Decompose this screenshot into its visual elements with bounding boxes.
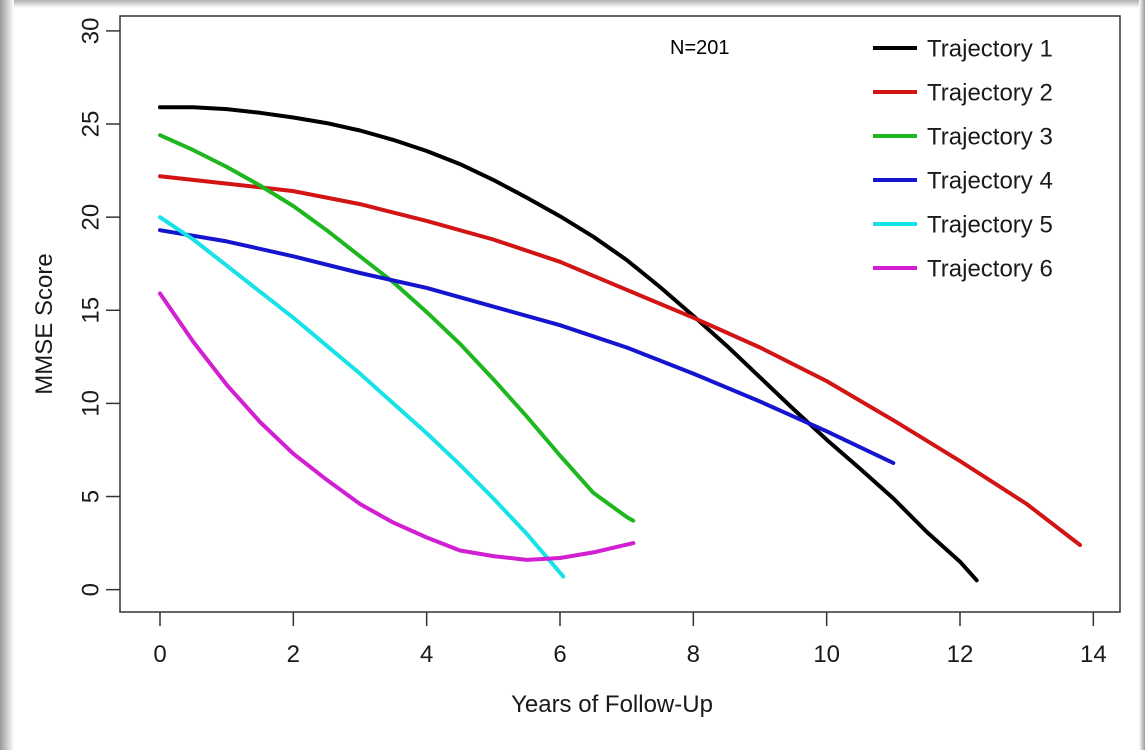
y-tick-label: 0 <box>77 583 104 596</box>
y-axis-label: MMSE Score <box>31 253 58 394</box>
y-tick-label: 20 <box>77 204 104 231</box>
legend-label: Trajectory 2 <box>927 79 1053 106</box>
legend-label: Trajectory 5 <box>927 211 1053 238</box>
series-line-trajectory-5 <box>158 215 566 579</box>
shadow-left <box>0 0 14 750</box>
series-line-trajectory-3 <box>158 133 636 523</box>
shadow-top <box>0 0 1145 8</box>
y-tick-label: 25 <box>77 111 104 138</box>
y-tick-label: 15 <box>77 297 104 324</box>
x-tick-label: 4 <box>420 641 433 668</box>
x-tick-label: 6 <box>553 641 566 668</box>
annotation-text: N=201 <box>670 37 730 59</box>
x-tick-label: 2 <box>287 641 300 668</box>
x-tick-label: 14 <box>1080 641 1107 668</box>
y-tick-label: 30 <box>77 18 104 45</box>
x-tick-label: 8 <box>687 641 700 668</box>
legend-label: Trajectory 1 <box>927 35 1053 62</box>
series-line-trajectory-6 <box>158 291 636 562</box>
x-tick-label: 10 <box>813 641 840 668</box>
shadow-right <box>1139 0 1145 750</box>
legend-label: Trajectory 4 <box>927 167 1053 194</box>
legend-label: Trajectory 3 <box>927 123 1053 150</box>
series-line-trajectory-4 <box>158 228 896 465</box>
x-tick-label: 12 <box>947 641 974 668</box>
series-line-trajectory-2 <box>158 174 1082 547</box>
series-line-trajectory-1 <box>158 105 979 583</box>
plot-border <box>119 15 1121 613</box>
y-tick-label: 5 <box>77 490 104 503</box>
y-tick-label: 10 <box>77 390 104 417</box>
x-axis-label: Years of Follow-Up <box>511 691 713 718</box>
x-tick-label: 0 <box>153 641 166 668</box>
legend-label: Trajectory 6 <box>927 255 1053 282</box>
